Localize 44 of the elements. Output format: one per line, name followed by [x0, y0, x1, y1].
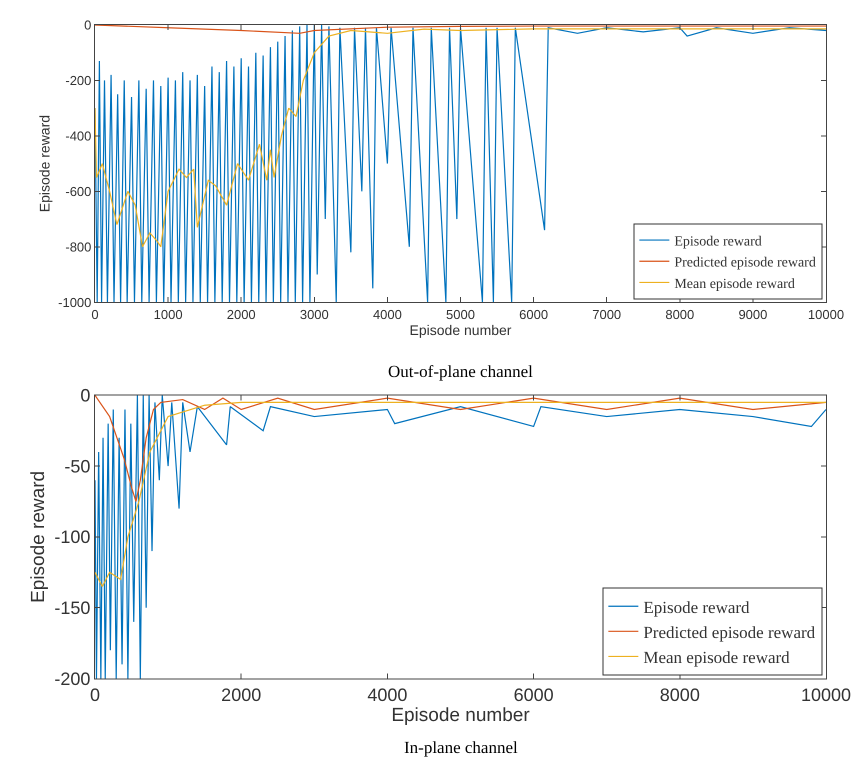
line-series — [95, 24, 826, 302]
legend-label: Predicted episode reward — [674, 256, 816, 271]
x-tick-label: 2000 — [226, 306, 256, 322]
y-tick-label: -400 — [65, 128, 92, 144]
x-tick-label: 10000 — [808, 306, 844, 322]
x-tick-label: 8000 — [665, 306, 694, 322]
y-axis-title: Episode reward — [28, 470, 50, 603]
x-tick-label: 4000 — [367, 685, 408, 706]
y-tick-label: -200 — [54, 668, 90, 689]
y-tick-label: 0 — [80, 386, 90, 406]
line-series — [95, 402, 826, 588]
x-tick-label: 7000 — [592, 306, 622, 322]
text: In-plane channel — [404, 738, 518, 757]
text: Out-of-plane channel — [388, 362, 534, 381]
legend-label: Episode reward — [643, 598, 750, 617]
x-tick-label: 1000 — [154, 306, 183, 322]
x-tick-label: 5000 — [446, 306, 475, 322]
x-tick-label: 10000 — [800, 685, 852, 706]
line-series — [95, 395, 826, 679]
x-tick-label: 6000 — [514, 685, 554, 706]
x-axis-title: Episode number — [410, 322, 512, 338]
line-series — [95, 28, 826, 248]
x-axis-title: Episode number — [391, 705, 530, 726]
line-series — [95, 395, 826, 502]
y-tick-label: -800 — [65, 239, 92, 254]
y-tick-label: -150 — [54, 598, 90, 618]
legend-label: Predicted episode reward — [643, 622, 816, 642]
x-tick-label: 3000 — [300, 306, 329, 322]
y-tick-label: -50 — [64, 456, 90, 476]
y-tick-label: -1000 — [58, 294, 92, 310]
y-tick-label: -600 — [65, 184, 92, 199]
y-tick-label: 0 — [84, 18, 92, 33]
legend-label: Mean episode reward — [643, 648, 790, 668]
line-series — [95, 24, 826, 34]
x-tick-label: 4000 — [372, 306, 402, 322]
x-tick-label: 2000 — [221, 685, 262, 706]
legend-label: Mean episode reward — [674, 276, 795, 292]
x-tick-label: 8000 — [660, 685, 700, 706]
legend-label: Episode reward — [674, 234, 762, 250]
x-tick-label: 9000 — [738, 306, 768, 322]
y-axis-title: Episode reward — [36, 114, 53, 212]
y-tick-label: -100 — [54, 527, 90, 548]
x-tick-label: 6000 — [519, 306, 548, 322]
y-tick-label: -200 — [65, 72, 92, 88]
